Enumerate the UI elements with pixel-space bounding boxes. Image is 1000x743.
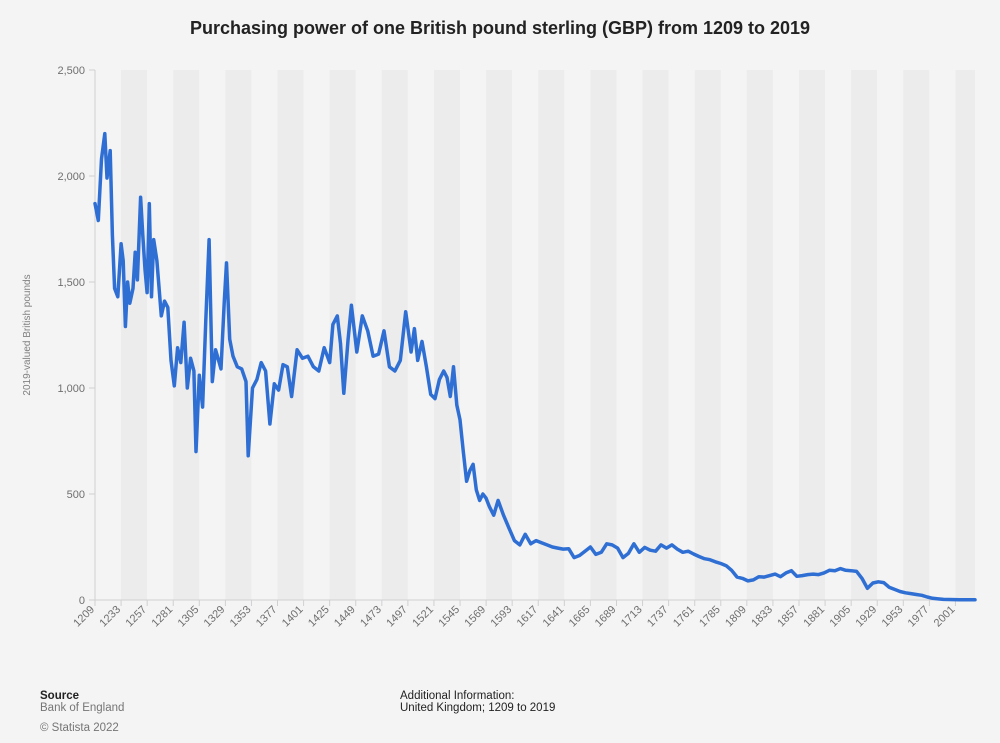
svg-text:1353: 1353 [228,604,254,630]
svg-text:1,000: 1,000 [57,383,85,395]
svg-text:1713: 1713 [619,604,645,630]
svg-text:1905: 1905 [827,604,853,630]
svg-text:1497: 1497 [384,604,410,630]
svg-text:1257: 1257 [123,604,149,630]
additional-value: United Kingdom; 1209 to 2019 [400,702,555,714]
svg-text:1737: 1737 [645,604,671,630]
svg-text:1785: 1785 [697,604,723,630]
svg-text:2019-valued British pounds: 2019-valued British pounds [22,274,33,395]
source-value: Bank of England [40,702,124,714]
svg-text:1305: 1305 [176,604,202,630]
svg-text:1617: 1617 [515,604,541,630]
svg-text:1593: 1593 [489,604,515,630]
svg-text:1233: 1233 [97,604,123,630]
chart-area: 0 500 1,000 1,500 2,000 2,500 1209123312571281… [0,55,1000,680]
svg-text:2,500: 2,500 [57,65,85,77]
additional-label: Additional Information: [400,690,555,702]
svg-text:1641: 1641 [541,604,567,630]
svg-text:1833: 1833 [749,604,775,630]
svg-text:0: 0 [79,595,85,607]
svg-text:2,000: 2,000 [57,171,85,183]
svg-text:1569: 1569 [462,604,488,630]
svg-text:1809: 1809 [723,604,749,630]
svg-text:500: 500 [67,489,85,501]
chart-title: Purchasing power of one British pound st… [0,18,1000,39]
source-label: Source [40,690,124,702]
svg-text:1977: 1977 [906,604,932,630]
svg-text:1281: 1281 [150,604,176,630]
svg-text:1929: 1929 [854,604,880,630]
svg-text:2001: 2001 [932,604,958,630]
svg-text:1761: 1761 [671,604,697,630]
svg-text:1401: 1401 [280,604,306,630]
svg-text:1857: 1857 [775,604,801,630]
svg-text:1953: 1953 [880,604,906,630]
footer-additional: Additional Information: United Kingdom; … [400,690,555,714]
svg-text:1377: 1377 [254,604,280,630]
svg-text:1689: 1689 [593,604,619,630]
svg-text:1329: 1329 [202,604,228,630]
svg-text:1209: 1209 [71,604,97,630]
footer-source: Source Bank of England [40,690,124,714]
svg-text:1449: 1449 [332,604,358,630]
svg-text:1425: 1425 [306,604,332,630]
svg-text:1545: 1545 [436,604,462,630]
svg-text:1665: 1665 [567,604,593,630]
svg-text:1521: 1521 [410,604,436,630]
svg-text:1881: 1881 [801,604,827,630]
svg-text:1,500: 1,500 [57,277,85,289]
copyright: © Statista 2022 [40,722,119,734]
line-chart-svg: 0 500 1,000 1,500 2,000 2,500 1209123312571281… [0,55,1000,675]
svg-text:1473: 1473 [358,604,384,630]
